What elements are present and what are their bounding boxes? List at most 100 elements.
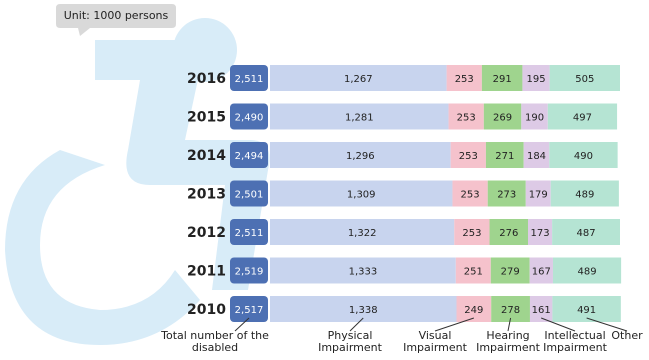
total-label: 2,501 bbox=[235, 190, 264, 201]
bar-segment bbox=[529, 296, 553, 322]
value-label: 491 bbox=[577, 305, 596, 316]
category-label: Other bbox=[611, 329, 643, 342]
leader-line bbox=[434, 317, 475, 332]
bar-segment bbox=[487, 180, 526, 207]
total-badge bbox=[230, 65, 268, 91]
category-label: Total number of the disabled bbox=[161, 329, 269, 354]
value-label: 271 bbox=[495, 151, 514, 162]
bar-segment bbox=[485, 142, 524, 168]
bar-segment bbox=[489, 219, 529, 245]
bar-segment bbox=[450, 142, 486, 168]
value-label: 487 bbox=[577, 228, 596, 239]
bar-segment bbox=[481, 65, 523, 91]
value-label: 1,333 bbox=[349, 267, 378, 278]
leader-line bbox=[586, 317, 628, 332]
category-label: Visual Impairment bbox=[403, 329, 467, 354]
total-badge bbox=[230, 257, 268, 284]
value-label: 253 bbox=[455, 74, 474, 85]
bar-segment bbox=[270, 219, 455, 245]
bar-segment bbox=[549, 65, 620, 91]
value-label: 505 bbox=[575, 74, 594, 85]
bar-segment bbox=[490, 257, 530, 284]
bar-segment bbox=[270, 180, 453, 207]
bar-segment bbox=[455, 257, 491, 284]
bar-segment bbox=[270, 296, 457, 322]
bar-segment bbox=[523, 142, 550, 168]
value-label: 1,309 bbox=[347, 190, 376, 201]
value-label: 161 bbox=[532, 305, 551, 316]
bar-segment bbox=[456, 296, 492, 322]
total-badge bbox=[230, 142, 268, 168]
bar-segment bbox=[452, 180, 488, 207]
bar-segment bbox=[491, 296, 530, 322]
bar-segment bbox=[552, 257, 622, 284]
value-label: 249 bbox=[464, 305, 483, 316]
unit-note: Unit: 1000 persons bbox=[56, 4, 176, 36]
bar-segment bbox=[270, 65, 447, 91]
value-label: 489 bbox=[575, 190, 594, 201]
year-label: 2014 bbox=[187, 148, 226, 164]
year-label: 2016 bbox=[187, 71, 226, 87]
value-label: 253 bbox=[462, 228, 481, 239]
value-label: 273 bbox=[497, 190, 516, 201]
value-label: 167 bbox=[532, 267, 551, 278]
total-label: 2,494 bbox=[235, 151, 264, 162]
bar-segment bbox=[270, 103, 449, 130]
year-label: 2010 bbox=[187, 302, 226, 318]
bar-segment bbox=[521, 103, 548, 130]
value-label: 1,281 bbox=[345, 113, 374, 124]
bar-segment bbox=[549, 142, 618, 168]
total-label: 2,519 bbox=[235, 267, 264, 278]
bar-segment bbox=[552, 296, 621, 322]
year-label: 2015 bbox=[187, 110, 226, 126]
total-label: 2,517 bbox=[235, 305, 264, 316]
value-label: 276 bbox=[499, 228, 518, 239]
value-label: 490 bbox=[574, 151, 593, 162]
value-label: 489 bbox=[577, 267, 596, 278]
value-label: 251 bbox=[464, 267, 483, 278]
total-label: 2,490 bbox=[235, 113, 264, 124]
value-label: 269 bbox=[493, 113, 512, 124]
bar-segment bbox=[448, 103, 484, 130]
value-label: 179 bbox=[529, 190, 548, 201]
leader-line bbox=[540, 317, 576, 332]
value-label: 195 bbox=[526, 74, 545, 85]
unit-note-text: Unit: 1000 persons bbox=[64, 9, 169, 22]
value-label: 1,267 bbox=[344, 74, 373, 85]
value-label: 253 bbox=[461, 190, 480, 201]
category-label: Physical Impairment bbox=[318, 329, 382, 354]
total-label: 2,511 bbox=[235, 228, 264, 239]
bar-segment bbox=[270, 257, 456, 284]
bar-segment bbox=[547, 103, 618, 130]
value-label: 278 bbox=[501, 305, 520, 316]
value-label: 1,322 bbox=[348, 228, 377, 239]
leader-line bbox=[349, 317, 364, 332]
value-label: 253 bbox=[457, 113, 476, 124]
value-label: 291 bbox=[493, 74, 512, 85]
category-label: Hearing Impairment bbox=[476, 329, 540, 354]
year-label: 2011 bbox=[187, 264, 226, 280]
year-label: 2013 bbox=[187, 187, 226, 203]
bar-segment bbox=[483, 103, 522, 130]
bar-segment bbox=[270, 142, 451, 168]
value-label: 184 bbox=[527, 151, 546, 162]
wheelchair-icon bbox=[5, 18, 270, 345]
total-badge bbox=[230, 219, 268, 245]
value-label: 1,338 bbox=[349, 305, 378, 316]
bar-segment bbox=[529, 257, 553, 284]
value-label: 497 bbox=[573, 113, 592, 124]
total-label: 2,511 bbox=[235, 74, 264, 85]
bar-segment bbox=[454, 219, 490, 245]
value-label: 173 bbox=[531, 228, 550, 239]
leader-line bbox=[234, 317, 250, 332]
bar-segment bbox=[522, 65, 550, 91]
total-badge bbox=[230, 180, 268, 207]
year-label: 2012 bbox=[187, 225, 226, 241]
value-label: 253 bbox=[459, 151, 478, 162]
bar-segment bbox=[446, 65, 482, 91]
value-label: 190 bbox=[525, 113, 544, 124]
category-label: Intellectual Impairment bbox=[543, 329, 607, 354]
bar-segment bbox=[552, 219, 620, 245]
